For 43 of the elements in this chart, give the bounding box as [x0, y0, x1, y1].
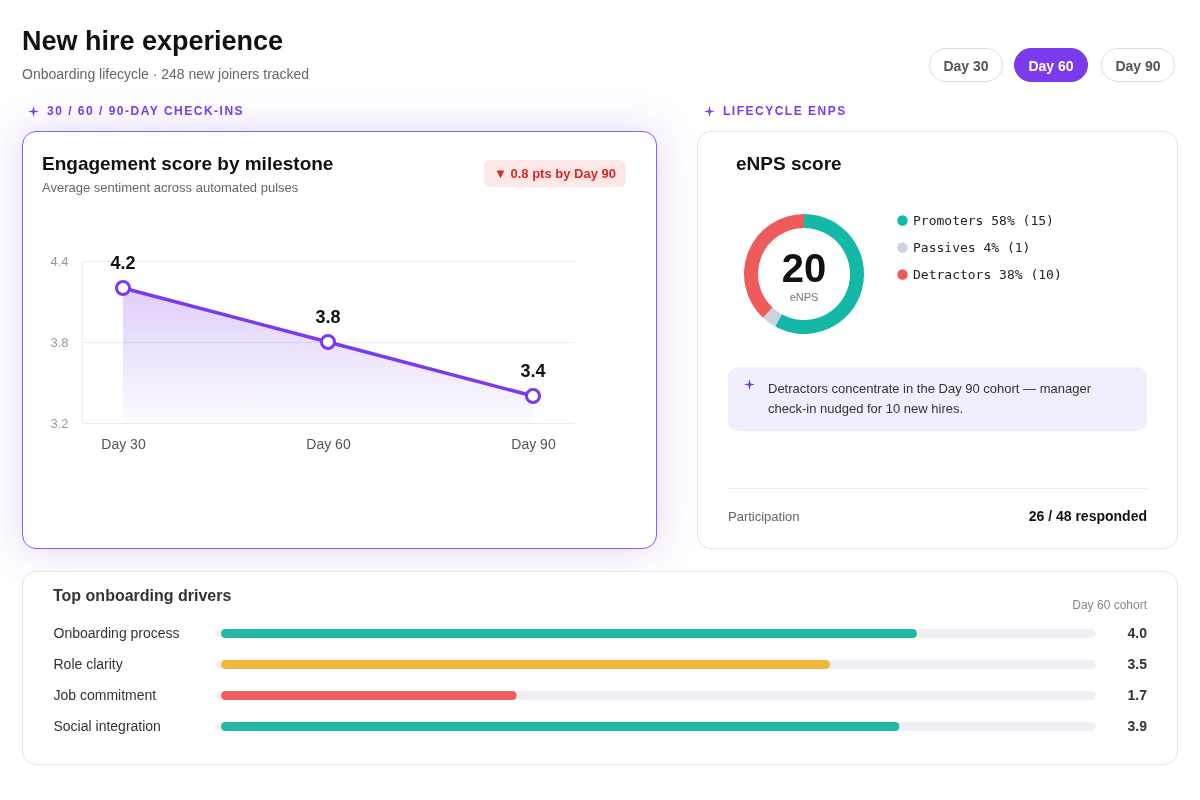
x-tick-label: Day 60	[306, 435, 351, 452]
data-label: 3.8	[315, 307, 341, 327]
data-label: 4.2	[110, 253, 136, 273]
y-tick-label: Role clarity	[53, 655, 123, 672]
text: 30 / 60 / 90-DAY CHECK-INS	[46, 104, 245, 118]
chart-title: eNPS score	[736, 153, 842, 174]
donut-slice	[762, 307, 782, 327]
chart-title: Top onboarding drivers	[53, 587, 232, 604]
y-tick-label: Social integration	[53, 717, 161, 734]
x-tick-label: Day 90	[511, 435, 556, 452]
text: Participation	[728, 509, 800, 524]
chart-subtitle: Average sentiment across automated pulses	[42, 180, 299, 195]
y-tick-label: Job commitment	[53, 686, 157, 703]
point	[114, 279, 132, 297]
text: eNPS	[789, 291, 819, 303]
text: Day 30	[929, 48, 1003, 82]
data-label: 1.7	[1127, 686, 1148, 703]
data-label: 3.9	[1127, 717, 1148, 734]
data-label: 3.5	[1127, 655, 1148, 672]
text: 20	[781, 246, 827, 290]
text: LIFECYCLE ENPS	[722, 104, 847, 118]
legend-label: Passives 4% (1)	[913, 239, 1031, 255]
text: New hire experience	[22, 26, 284, 57]
y-tick-label: 4.4	[50, 253, 69, 269]
text: ▼ 0.8 pts by Day 90	[484, 160, 626, 187]
donut-slice	[775, 214, 864, 334]
legend-label: Promoters 58% (15)	[913, 212, 1054, 228]
y-tick-label: 3.2	[50, 415, 69, 431]
point	[524, 387, 542, 405]
data-label: 3.4	[520, 361, 546, 381]
text: Day 60 cohort	[1072, 598, 1147, 612]
legend-label: Detractors 38% (10)	[913, 266, 1062, 282]
y-tick-label: 3.8	[50, 334, 69, 350]
x-tick-label: Day 30	[101, 435, 146, 452]
y-tick-label: Onboarding process	[53, 624, 180, 641]
point	[319, 333, 337, 351]
chart-title: Engagement score by milestone	[42, 153, 334, 174]
text: Day 60	[1014, 48, 1088, 82]
text: Onboarding lifecycle · 248 new joiners tracked	[22, 66, 310, 82]
text: Day 90	[1101, 48, 1175, 82]
text: 26 / 48 responded	[1028, 508, 1147, 524]
text: Detractors concentrate in the Day 90 cohort — manager check-in nudged for 10 new hires.	[728, 367, 1147, 431]
data-label: 4.0	[1127, 624, 1148, 641]
